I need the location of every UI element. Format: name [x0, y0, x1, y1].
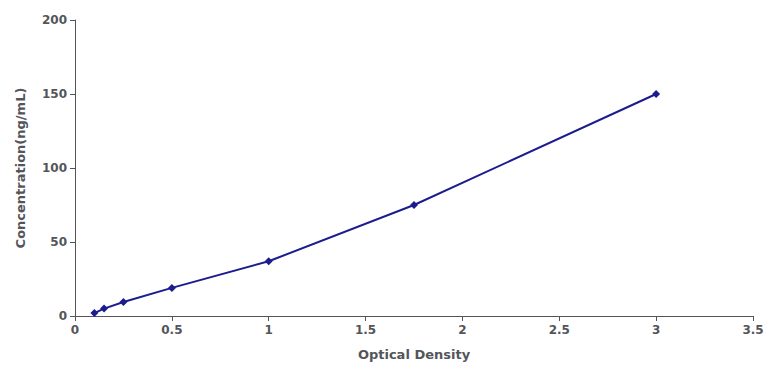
svg-text:150: 150 — [42, 87, 67, 101]
svg-text:0.5: 0.5 — [161, 323, 182, 337]
svg-text:Optical Density: Optical Density — [358, 347, 471, 362]
svg-text:200: 200 — [42, 13, 67, 27]
svg-text:0: 0 — [59, 309, 67, 323]
svg-text:3.5: 3.5 — [742, 323, 763, 337]
svg-text:0: 0 — [71, 323, 79, 337]
svg-text:3: 3 — [652, 323, 660, 337]
svg-text:100: 100 — [42, 161, 67, 175]
svg-text:1: 1 — [265, 323, 273, 337]
svg-text:2.5: 2.5 — [549, 323, 570, 337]
svg-text:1.5: 1.5 — [355, 323, 376, 337]
svg-text:Concentration(ng/mL): Concentration(ng/mL) — [13, 88, 28, 249]
svg-text:2: 2 — [458, 323, 466, 337]
svg-text:50: 50 — [50, 235, 67, 249]
